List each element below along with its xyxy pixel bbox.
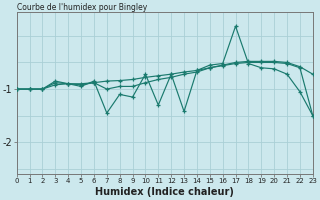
Text: Courbe de l'humidex pour Bingley: Courbe de l'humidex pour Bingley	[17, 3, 147, 12]
X-axis label: Humidex (Indice chaleur): Humidex (Indice chaleur)	[95, 187, 234, 197]
